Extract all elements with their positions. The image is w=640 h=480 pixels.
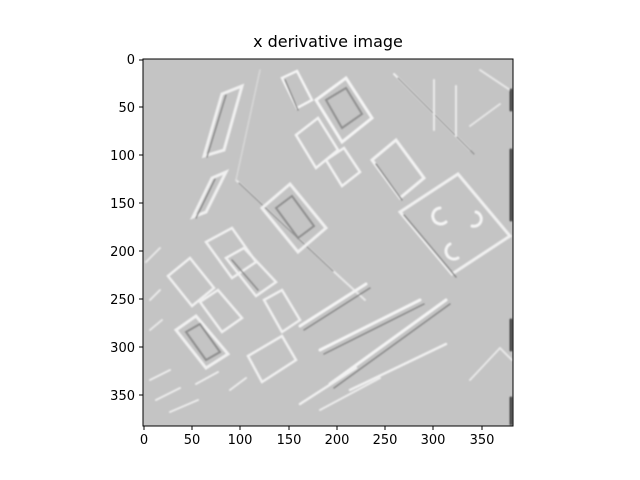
x-tick-label: 300: [421, 433, 446, 448]
y-tick-label: 250: [110, 293, 135, 308]
x-tick-label: 250: [373, 433, 398, 448]
x-tick-label: 350: [470, 433, 495, 448]
derivative-image: [143, 59, 513, 426]
y-axis: 0 50 100 150 200 250 300 350: [110, 53, 143, 404]
y-tick-label: 200: [110, 245, 135, 260]
figure-title: x derivative image: [253, 32, 403, 51]
y-tick-label: 150: [110, 197, 135, 212]
x-tick-label: 0: [140, 433, 148, 448]
x-tick-label: 200: [325, 433, 350, 448]
y-tick-label: 0: [127, 53, 135, 68]
axes-frame: [142, 58, 514, 427]
y-tick-label: 350: [110, 389, 135, 404]
x-tick-label: 50: [184, 433, 201, 448]
x-tick-label: 150: [277, 433, 302, 448]
y-tick-label: 300: [110, 341, 135, 356]
y-tick-label: 50: [118, 101, 135, 116]
y-tick-label: 100: [110, 149, 135, 164]
x-axis: 0 50 100 150 200 250 300 350: [140, 426, 495, 448]
x-tick-label: 100: [228, 433, 253, 448]
